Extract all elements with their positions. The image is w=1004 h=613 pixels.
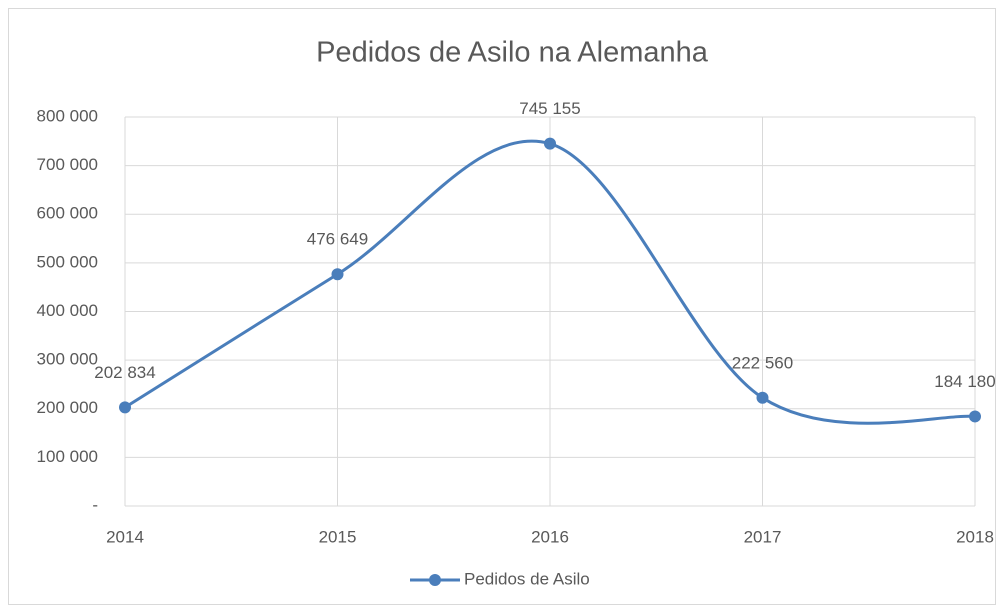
data-point [969, 410, 981, 423]
data-label: 476 649 [307, 230, 368, 249]
legend-marker [429, 574, 441, 586]
y-tick-label: 100 000 [37, 447, 98, 466]
y-tick-label: 600 000 [37, 204, 98, 223]
y-tick-label: 800 000 [37, 106, 98, 125]
data-label: 184 180 [934, 372, 995, 391]
y-tick-label: - [92, 495, 98, 514]
data-label: 745 155 [519, 99, 580, 118]
y-tick-label: 400 000 [37, 301, 98, 320]
y-tick-label: 500 000 [37, 252, 98, 271]
x-tick-label: 2016 [531, 527, 569, 546]
data-label: 222 560 [732, 353, 793, 372]
y-tick-label: 200 000 [37, 398, 98, 417]
data-point [544, 137, 556, 150]
data-point [331, 268, 344, 281]
data-label: 202 834 [94, 363, 155, 382]
chart-title: Pedidos de Asilo na Alemanha [316, 37, 709, 69]
x-tick-label: 2018 [956, 527, 994, 546]
legend-label: Pedidos de Asilo [464, 569, 590, 588]
y-tick-label: 300 000 [37, 350, 98, 369]
x-tick-label: 2014 [106, 527, 144, 546]
data-point [119, 401, 131, 414]
x-tick-label: 2017 [744, 527, 782, 546]
chart-frame [8, 8, 996, 605]
data-point [756, 391, 769, 404]
y-tick-label: 700 000 [37, 155, 98, 174]
x-tick-label: 2015 [319, 527, 357, 546]
